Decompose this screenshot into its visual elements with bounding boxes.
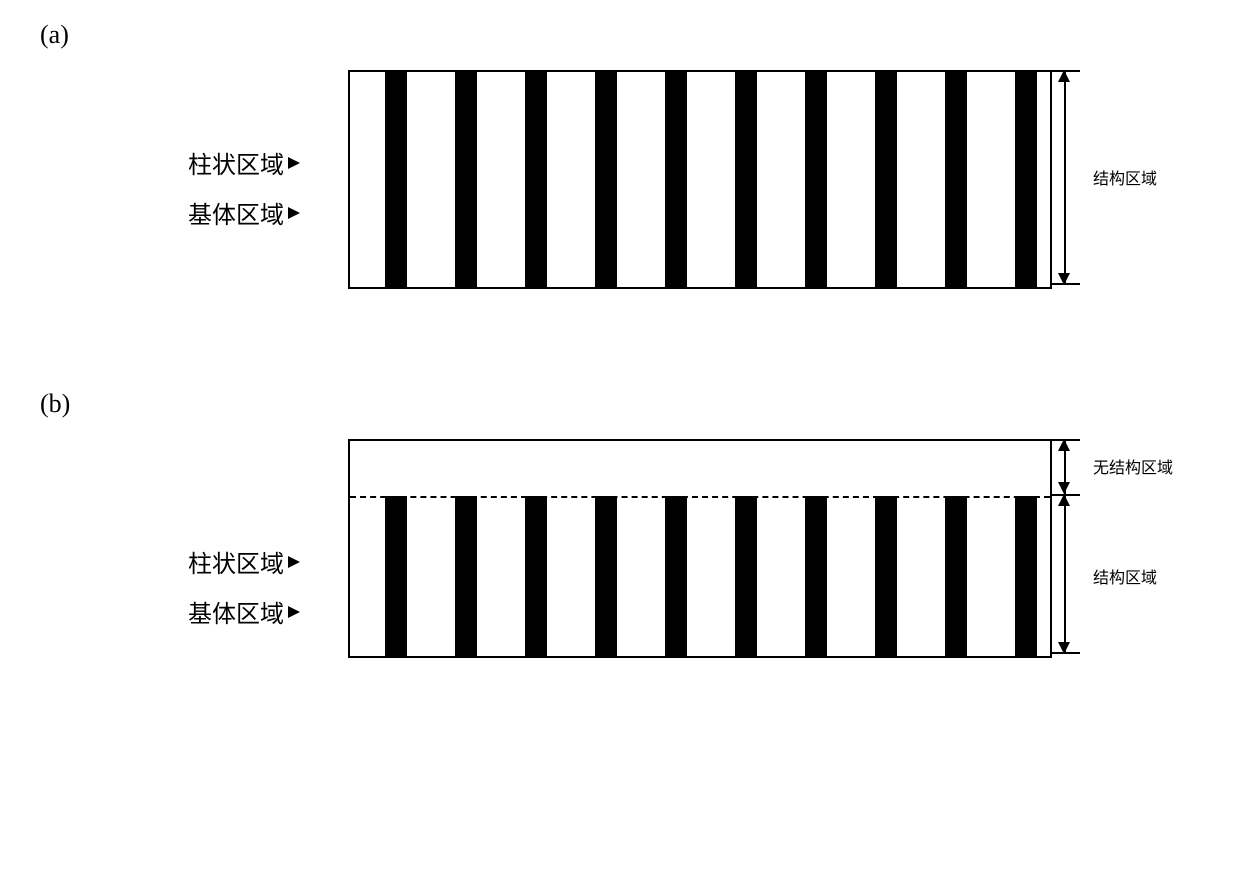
column-region-text: 柱状区域 xyxy=(188,145,284,180)
figure-b-row: 柱状区域 基体区域 无结构区域 xyxy=(20,439,1220,658)
column-bar xyxy=(875,496,897,656)
arrow-up-icon xyxy=(1058,439,1070,451)
column-bar xyxy=(945,72,967,287)
arrow-up-icon xyxy=(1058,70,1070,82)
matrix-region-label: 基体区域 xyxy=(188,594,300,629)
arrow-down-icon xyxy=(1058,642,1070,654)
structure-region-text: 结构区域 xyxy=(1093,564,1157,588)
column-bar xyxy=(455,72,477,287)
structure-region-text: 结构区域 xyxy=(1093,165,1157,189)
column-region-label: 柱状区域 xyxy=(188,544,300,579)
arrow-up-icon xyxy=(1058,494,1070,506)
figure-b-left-labels: 柱状区域 基体区域 xyxy=(188,439,348,654)
figure-a-box xyxy=(348,70,1052,289)
figure-a-label: (a) xyxy=(40,20,1220,50)
column-region-label: 柱状区域 xyxy=(188,145,300,180)
figure-b-box xyxy=(348,439,1052,658)
figure-a-box-wrap: 结构区域 xyxy=(348,70,1052,289)
column-bar xyxy=(735,72,757,287)
column-region-text: 柱状区域 xyxy=(188,544,284,579)
column-bar xyxy=(455,496,477,656)
figure-b-box-wrap: 无结构区域 结构区域 xyxy=(348,439,1052,658)
column-bar xyxy=(1015,72,1037,287)
column-bar xyxy=(875,72,897,287)
column-bar xyxy=(595,72,617,287)
matrix-region-label: 基体区域 xyxy=(188,195,300,230)
column-bar xyxy=(805,72,827,287)
column-bar xyxy=(665,72,687,287)
figure-a-row: 柱状区域 基体区域 结构区域 xyxy=(20,70,1220,289)
column-bar xyxy=(595,496,617,656)
bracket-vline xyxy=(1064,494,1066,654)
arrow-right-icon xyxy=(288,199,300,226)
arrow-right-icon xyxy=(288,548,300,575)
figure-b-label: (b) xyxy=(40,389,1220,419)
figure-a: (a) 柱状区域 基体区域 结构区域 xyxy=(20,20,1220,289)
bracket-vline xyxy=(1064,70,1066,285)
column-bar xyxy=(665,496,687,656)
figure-a-left-labels: 柱状区域 基体区域 xyxy=(188,70,348,285)
column-bar xyxy=(525,72,547,287)
figure-b: (b) 柱状区域 基体区域 无结构区域 xyxy=(20,389,1220,658)
matrix-region-text: 基体区域 xyxy=(188,195,284,230)
column-bar xyxy=(735,496,757,656)
column-bar xyxy=(945,496,967,656)
arrow-right-icon xyxy=(288,149,300,176)
column-bar xyxy=(805,496,827,656)
matrix-region-text: 基体区域 xyxy=(188,594,284,629)
column-bar xyxy=(1015,496,1037,656)
arrow-down-icon xyxy=(1058,482,1070,494)
arrow-down-icon xyxy=(1058,273,1070,285)
column-bar xyxy=(385,72,407,287)
arrow-right-icon xyxy=(288,598,300,625)
column-bar xyxy=(385,496,407,656)
column-bar xyxy=(525,496,547,656)
no-structure-region-text: 无结构区域 xyxy=(1093,454,1173,478)
